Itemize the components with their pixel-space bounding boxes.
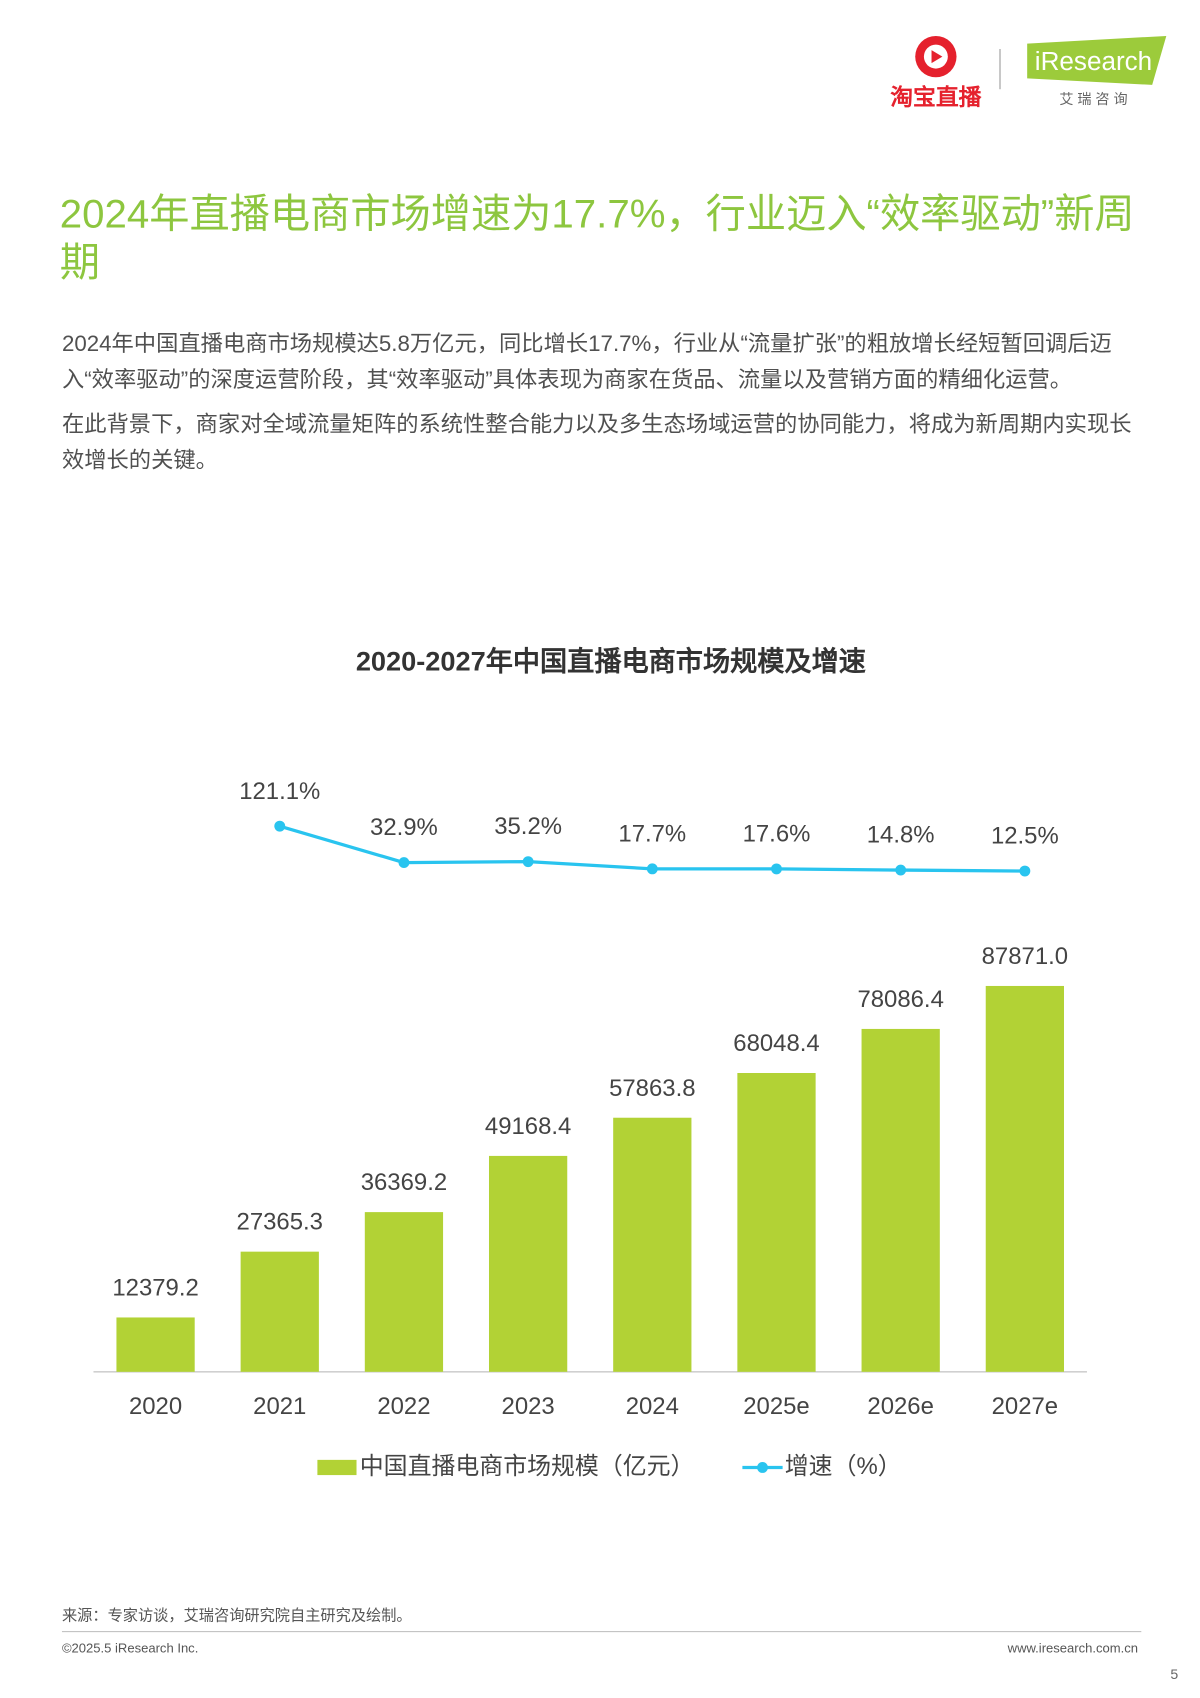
- body: 2024年中国直播电商市场规模达5.8万亿元，同比增长17.7%，行业从“流量扩…: [62, 326, 1144, 478]
- data-label: 27365.3: [237, 1209, 323, 1236]
- line-point: [522, 856, 534, 868]
- bar: [116, 1317, 195, 1372]
- bar: [985, 985, 1064, 1372]
- data-label: 17.7%: [618, 820, 686, 847]
- bar: [364, 1212, 444, 1372]
- line-point: [646, 863, 658, 875]
- line-point: [1019, 865, 1031, 877]
- paragraph: 2024年中国直播电商市场规模达5.8万亿元，同比增长17.7%，行业从“流量扩…: [61, 331, 1112, 393]
- x-tick-label: 2021: [253, 1393, 306, 1420]
- data-label: 32.9%: [370, 814, 438, 841]
- x-tick-label: 2024: [626, 1393, 679, 1420]
- data-label: 36369.2: [361, 1169, 447, 1196]
- legend-swatch: [757, 1462, 768, 1473]
- x-tick-label: 2022: [377, 1393, 430, 1420]
- page-title: 2024年直播电商市场增速为17.7%，行业迈入“效率驱动”新周期: [59, 191, 1135, 285]
- data-label: 49168.4: [485, 1113, 571, 1140]
- x-tick-label: 2023: [502, 1393, 555, 1420]
- bar: [488, 1155, 568, 1372]
- data-label: 12379.2: [112, 1275, 198, 1302]
- taobao-logo: 淘宝直播: [890, 35, 982, 110]
- line-point: [895, 864, 907, 876]
- page-number: 5: [1170, 1666, 1178, 1682]
- copyright: ©2025.5 iResearch Inc.: [62, 1640, 198, 1655]
- data-label: 12.5%: [991, 823, 1059, 850]
- iresearch-logo: iResearch 艾 瑞 咨 询: [1027, 35, 1167, 107]
- x-tick-label: 2025e: [743, 1393, 809, 1420]
- website: www.iresearch.com.cn: [1007, 1640, 1138, 1655]
- logo-text: 淘宝直播: [890, 84, 981, 110]
- body-box: 2024年中国直播电商市场规模达5.8万亿元，同比增长17.7%，行业从“流量扩…: [62, 326, 1144, 478]
- logo-subtext: 艾 瑞 咨 询: [1059, 91, 1127, 107]
- line-point: [771, 863, 782, 875]
- data-label: 14.8%: [867, 822, 935, 849]
- line-point: [274, 820, 286, 832]
- data-label: 68048.4: [733, 1030, 819, 1057]
- title-box: 2024年直播电商市场增速为17.7%，行业迈入“效率驱动”新周期: [59, 191, 1135, 285]
- logo-play: [931, 50, 943, 64]
- legend-swatch: [317, 1459, 357, 1476]
- legend-label: 中国直播电商市场规模（亿元）: [360, 1453, 695, 1480]
- data-label: 78086.4: [857, 986, 943, 1013]
- x-tick-label: 2026e: [867, 1393, 933, 1420]
- data-label: 87871.0: [982, 943, 1068, 970]
- logo-text: iResearch: [1035, 46, 1152, 76]
- chart-title: 2020-2027年中国直播电商市场规模及增速: [356, 645, 866, 676]
- x-tick-label: 2027e: [992, 1393, 1058, 1420]
- line-point: [398, 857, 410, 869]
- bar: [240, 1251, 319, 1372]
- logo-shape: [1027, 35, 1167, 85]
- bar: [737, 1073, 816, 1372]
- data-label: 35.2%: [494, 813, 562, 840]
- x-tick-label: 2020: [129, 1393, 182, 1420]
- source: 来源：专家访谈，艾瑞咨询研究院自主研究及绘制。: [62, 1606, 412, 1624]
- data-label: 121.1%: [239, 778, 320, 805]
- legend-label: 增速（%）: [785, 1453, 902, 1480]
- bar: [861, 1028, 940, 1372]
- data-label: 57863.8: [609, 1075, 695, 1102]
- data-label: 17.6%: [743, 821, 811, 848]
- paragraph: 在此背景下，商家对全域流量矩阵的系统性整合能力以及多生态场域运营的协同能力，将成…: [61, 412, 1132, 473]
- bar: [613, 1117, 692, 1372]
